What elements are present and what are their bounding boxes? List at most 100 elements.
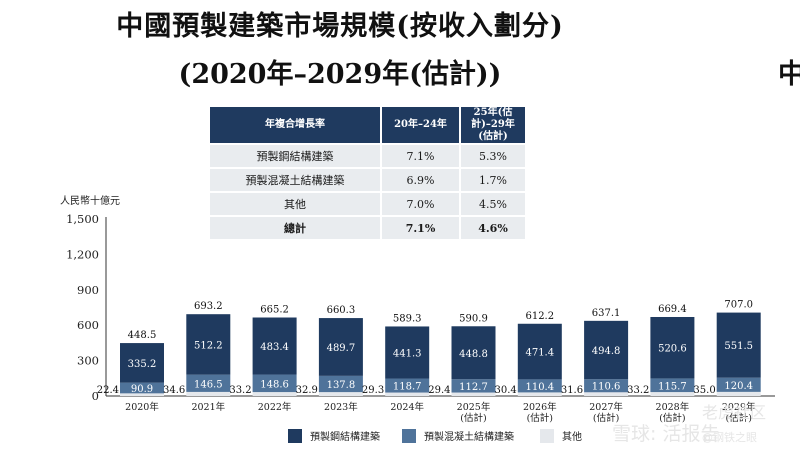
cagr-header-label: 年複合增長率 <box>210 107 382 144</box>
data-label-concrete: 118.7 <box>393 382 422 393</box>
y-tick-label: 600 <box>77 318 99 332</box>
cagr-row-name: 其他 <box>210 191 382 216</box>
cagr-header-period-2: 25年(估計)–29年(估計) <box>460 107 525 144</box>
x-tick-label: 2026年(估計) <box>523 401 557 424</box>
data-label-other: 29.4 <box>428 385 450 396</box>
legend-swatch <box>402 429 416 443</box>
data-label-concrete: 137.8 <box>327 380 356 391</box>
x-tick-label: 2029年(估計) <box>722 401 756 424</box>
cagr-row-other: 其他 7.0% 4.5% <box>210 191 525 216</box>
cagr-value-1: 7.1% <box>381 143 461 168</box>
data-label-total: 590.9 <box>459 313 488 324</box>
data-label-total: 637.1 <box>592 308 621 319</box>
y-tick-label: 1,200 <box>66 247 99 261</box>
bar-segment-other <box>385 392 430 396</box>
data-label-steel: 489.7 <box>327 343 356 354</box>
bar-segment-steel <box>252 317 297 375</box>
data-label-concrete: 120.4 <box>724 381 753 392</box>
bar-segment-other <box>186 391 231 396</box>
bar-segment-steel <box>716 312 761 378</box>
bar-segment-concrete <box>451 379 496 393</box>
data-label-other: 34.6 <box>163 385 185 396</box>
bar-segment-other <box>584 392 629 396</box>
chart-title-line-1: 中國預製建築市場規模(按收入劃分) <box>116 11 564 42</box>
bar-segment-concrete <box>318 375 363 393</box>
data-label-concrete: 115.7 <box>658 381 687 392</box>
cagr-row-name: 總計 <box>210 215 382 239</box>
bar-segment-other <box>517 392 562 396</box>
data-label-other: 33.2 <box>229 385 251 396</box>
data-label-concrete: 110.4 <box>525 382 554 393</box>
data-label-concrete: 110.6 <box>592 382 621 393</box>
bar-segment-steel <box>650 316 695 379</box>
bar-segment-other <box>318 392 363 396</box>
clipped-title-char: 中 <box>778 59 800 90</box>
data-label-concrete: 148.6 <box>260 379 289 390</box>
data-label-concrete: 146.5 <box>194 379 223 390</box>
data-label-other: 30.4 <box>495 385 517 396</box>
y-tick-label: 900 <box>77 283 99 297</box>
data-label-total: 589.3 <box>393 313 422 324</box>
legend-label: 其他 <box>562 430 582 443</box>
legend-label: 預製混凝土結構建築 <box>424 430 514 443</box>
data-label-concrete: 112.7 <box>459 382 488 393</box>
bar-segment-other <box>716 391 761 396</box>
cagr-value-1: 7.1% <box>381 215 461 239</box>
y-tick-label: 300 <box>77 354 99 368</box>
data-label-other: 35.0 <box>693 385 715 396</box>
x-tick-label: 2024年 <box>390 401 424 413</box>
watermark-text: 老虎社区 <box>702 403 766 422</box>
bar-segment-other <box>451 392 496 396</box>
x-tick-label: 2020年 <box>125 401 159 413</box>
x-tick-label: 2022年 <box>258 401 292 413</box>
data-label-concrete: 90.9 <box>131 384 153 395</box>
cagr-value-2: 4.6% <box>460 215 525 239</box>
bar-segment-other <box>650 392 695 396</box>
data-label-total: 693.2 <box>194 301 223 312</box>
data-label-total: 665.2 <box>260 305 289 316</box>
cagr-table: 年複合增長率 20年–24年 25年(估計)–29年(估計) 預製鋼結構建築 7… <box>210 107 525 239</box>
cagr-value-2: 1.7% <box>460 167 525 192</box>
chart-title-line-2: (2020年–2029年(估計)) <box>178 59 502 90</box>
data-label-steel: 471.4 <box>525 348 554 359</box>
bar-segment-steel <box>385 326 430 379</box>
cagr-row-name: 預製鋼結構建築 <box>210 143 382 168</box>
cagr-row-total: 總計 7.1% 4.6% <box>210 215 525 239</box>
bar-segment-steel <box>584 320 629 380</box>
data-label-steel: 512.2 <box>194 340 223 351</box>
data-label-steel: 483.4 <box>260 342 289 353</box>
cagr-header-period-1: 20年–24年 <box>381 107 461 144</box>
y-axis-label: 人民幣十億元 <box>60 194 120 207</box>
bar-segment-concrete <box>186 374 231 392</box>
bar-segment-steel <box>517 323 562 380</box>
data-label-steel: 441.3 <box>393 348 422 359</box>
cagr-row-name: 預製混凝土結構建築 <box>210 167 382 192</box>
cagr-row-concrete: 預製混凝土結構建築 6.9% 1.7% <box>210 167 525 192</box>
x-tick-label: 2025年(估計) <box>457 401 491 424</box>
watermark-text: 雪球: 活报告 <box>612 423 719 445</box>
y-tick-label: 0 <box>92 389 99 403</box>
x-tick-label: 2021年 <box>191 401 225 413</box>
x-tick-label: 2027年(估計) <box>589 401 623 424</box>
bar-segment-steel <box>318 318 363 376</box>
data-label-total: 612.2 <box>525 311 554 322</box>
bar-segment-steel <box>451 326 496 380</box>
x-tick-label: 2023年 <box>324 401 358 413</box>
data-label-other: 33.2 <box>627 385 649 396</box>
data-label-total: 448.5 <box>128 330 157 341</box>
y-tick-label: 1,500 <box>66 212 99 226</box>
bar-segment-concrete <box>650 378 695 393</box>
cagr-value-2: 4.5% <box>460 191 525 216</box>
cagr-row-steel: 預製鋼結構建築 7.1% 5.3% <box>210 143 525 168</box>
data-label-steel: 335.2 <box>128 359 157 370</box>
legend-swatch <box>540 429 554 443</box>
bar-segment-concrete <box>252 374 297 393</box>
bar-segment-concrete <box>584 379 629 393</box>
cagr-value-1: 7.0% <box>381 191 461 216</box>
bar-segment-concrete <box>517 379 562 393</box>
data-label-steel: 551.5 <box>724 341 753 352</box>
data-label-steel: 494.8 <box>592 346 621 357</box>
bar-segment-concrete <box>716 377 761 392</box>
watermark-text: @钢铁之眼 <box>702 430 757 444</box>
